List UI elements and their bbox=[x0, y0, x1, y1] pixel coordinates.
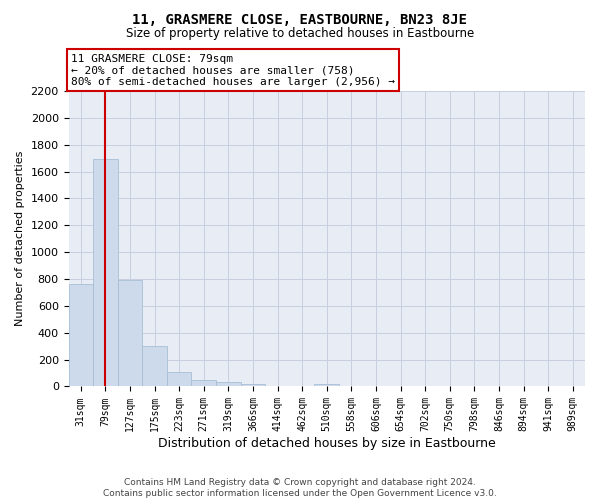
Text: Contains HM Land Registry data © Crown copyright and database right 2024.
Contai: Contains HM Land Registry data © Crown c… bbox=[103, 478, 497, 498]
Bar bbox=[241, 384, 265, 386]
Bar bbox=[118, 280, 142, 386]
Bar bbox=[314, 384, 339, 386]
Bar bbox=[68, 284, 93, 386]
Bar bbox=[167, 372, 191, 386]
Y-axis label: Number of detached properties: Number of detached properties bbox=[15, 151, 25, 326]
Bar bbox=[191, 380, 216, 386]
Bar bbox=[216, 382, 241, 386]
X-axis label: Distribution of detached houses by size in Eastbourne: Distribution of detached houses by size … bbox=[158, 437, 496, 450]
Bar bbox=[93, 160, 118, 386]
Text: 11, GRASMERE CLOSE, EASTBOURNE, BN23 8JE: 11, GRASMERE CLOSE, EASTBOURNE, BN23 8JE bbox=[133, 12, 467, 26]
Text: 11 GRASMERE CLOSE: 79sqm
← 20% of detached houses are smaller (758)
80% of semi-: 11 GRASMERE CLOSE: 79sqm ← 20% of detach… bbox=[71, 54, 395, 87]
Bar bbox=[142, 346, 167, 387]
Text: Size of property relative to detached houses in Eastbourne: Size of property relative to detached ho… bbox=[126, 28, 474, 40]
